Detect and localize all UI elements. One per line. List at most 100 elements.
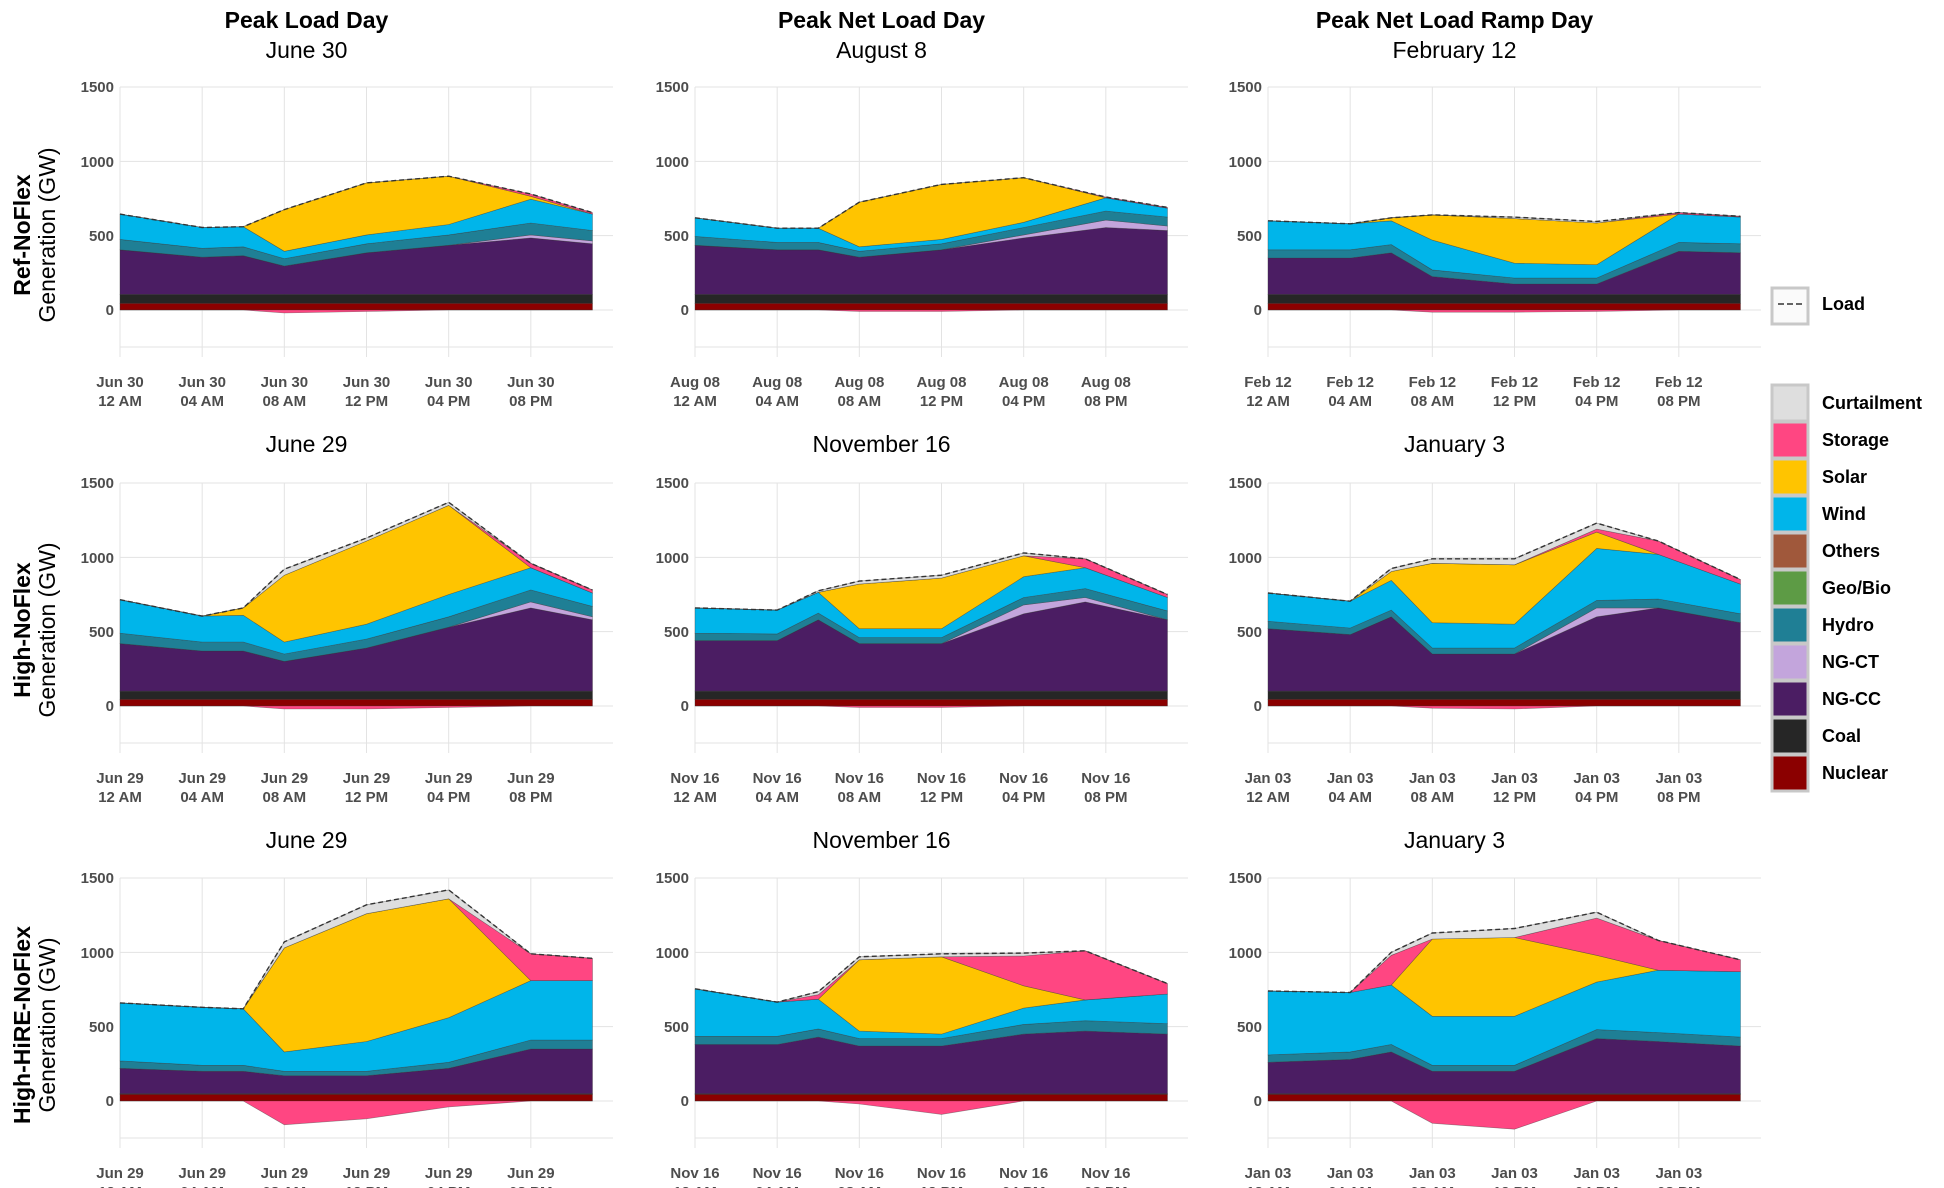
x-tick-date: Nov 16 bbox=[917, 770, 966, 787]
x-tick-date: Jun 30 bbox=[178, 374, 226, 391]
panel-date-title: August 8 bbox=[836, 37, 927, 63]
legend-key-curtailment bbox=[1770, 383, 1810, 423]
x-tick-date: Nov 16 bbox=[670, 770, 719, 787]
y-tick-label: 1000 bbox=[81, 550, 114, 567]
x-tick-time: 08 PM bbox=[1084, 789, 1127, 806]
legend-key-hydro bbox=[1770, 605, 1810, 645]
legend-label: Hydro bbox=[1822, 615, 1874, 635]
x-tick-time: 12 AM bbox=[673, 1184, 717, 1188]
y-tick-label: 1500 bbox=[81, 79, 114, 96]
x-tick-time: 04 AM bbox=[1328, 1184, 1372, 1188]
area-nuclear bbox=[694, 1094, 1168, 1102]
x-tick-time: 08 AM bbox=[263, 1184, 307, 1188]
panel-High-HiRE-NoFlex-Peak Load Day: June 29 1500 1000 500 0 Jun 29 12 AM Jun 29 04 A… bbox=[81, 827, 613, 1188]
area-nuclear bbox=[694, 699, 1168, 707]
x-tick-date: Jun 29 bbox=[178, 1165, 226, 1182]
x-tick-time: 12 AM bbox=[673, 789, 717, 806]
legend-label: Coal bbox=[1822, 726, 1861, 746]
x-tick-time: 04 AM bbox=[1328, 789, 1372, 806]
x-tick-date: Jan 03 bbox=[1655, 1165, 1702, 1182]
legend-key-ng-cc bbox=[1770, 679, 1810, 719]
load-line bbox=[1267, 911, 1741, 994]
x-tick-date: Jan 03 bbox=[1491, 770, 1538, 787]
x-tick-time: 04 AM bbox=[755, 393, 799, 410]
y-tick-label: 0 bbox=[1254, 302, 1262, 319]
x-tick-time: 04 PM bbox=[1002, 789, 1045, 806]
x-tick-time: 04 PM bbox=[1575, 393, 1618, 410]
x-tick-date: Jan 03 bbox=[1573, 1165, 1620, 1182]
x-tick-date: Aug 08 bbox=[999, 374, 1049, 391]
area-nuclear bbox=[119, 699, 593, 707]
row-label: Ref-NoFlex bbox=[9, 174, 35, 296]
x-tick-date: Jun 30 bbox=[343, 374, 391, 391]
x-tick-date: Jun 30 bbox=[507, 374, 555, 391]
load-line bbox=[119, 501, 593, 617]
x-tick-time: 12 AM bbox=[98, 393, 142, 410]
x-tick-date: Jun 29 bbox=[261, 1165, 309, 1182]
x-tick-date: Nov 16 bbox=[753, 1165, 802, 1182]
area-nuclear bbox=[1267, 303, 1741, 311]
x-tick-date: Nov 16 bbox=[999, 1165, 1048, 1182]
legend-key-geo-bio bbox=[1770, 568, 1810, 608]
x-tick-date: Jun 29 bbox=[507, 770, 555, 787]
x-tick-time: 04 AM bbox=[755, 1184, 799, 1188]
y-tick-label: 1500 bbox=[81, 475, 114, 492]
x-tick-date: Jun 29 bbox=[425, 770, 473, 787]
legend-label: Others bbox=[1822, 541, 1880, 561]
legend-load-key bbox=[1770, 286, 1810, 326]
area-storage bbox=[695, 309, 1168, 312]
area-storage bbox=[120, 309, 593, 314]
x-tick-time: 12 PM bbox=[920, 1184, 963, 1188]
y-tick-label: 1000 bbox=[656, 154, 689, 171]
x-tick-time: 08 PM bbox=[1657, 393, 1700, 410]
y-tick-label: 500 bbox=[89, 228, 114, 245]
y-tick-label: 500 bbox=[1237, 1019, 1262, 1036]
x-tick-time: 08 PM bbox=[509, 393, 552, 410]
area-storage bbox=[120, 705, 593, 710]
x-tick-time: 12 AM bbox=[1246, 789, 1290, 806]
y-tick-label: 500 bbox=[1237, 228, 1262, 245]
x-tick-time: 08 PM bbox=[1657, 1184, 1700, 1188]
x-tick-date: Jun 29 bbox=[507, 1165, 555, 1182]
y-tick-label: 1500 bbox=[1229, 475, 1262, 492]
x-tick-time: 08 AM bbox=[1411, 1184, 1455, 1188]
x-tick-time: 12 PM bbox=[1493, 393, 1536, 410]
legend-key-nuclear bbox=[1770, 753, 1810, 793]
x-tick-time: 04 AM bbox=[180, 1184, 224, 1188]
panel-date-title: June 29 bbox=[266, 827, 348, 853]
y-tick-label: 1500 bbox=[656, 79, 689, 96]
area-coal bbox=[1267, 294, 1741, 304]
y-axis-label: Generation (GW) bbox=[34, 937, 60, 1112]
x-tick-date: Jun 30 bbox=[261, 374, 309, 391]
x-tick-time: 08 AM bbox=[838, 1184, 882, 1188]
x-tick-date: Nov 16 bbox=[917, 1165, 966, 1182]
x-tick-time: 12 AM bbox=[98, 789, 142, 806]
y-tick-label: 1500 bbox=[1229, 79, 1262, 96]
x-tick-date: Nov 16 bbox=[753, 770, 802, 787]
x-tick-date: Jun 29 bbox=[178, 770, 226, 787]
y-tick-label: 500 bbox=[664, 624, 689, 641]
y-tick-label: 1000 bbox=[1229, 550, 1262, 567]
load-line bbox=[1267, 211, 1741, 225]
panel-High-NoFlex-Peak Load Day: June 29 1500 1000 500 0 Jun 29 12 AM Jun 29 04 A… bbox=[81, 431, 613, 806]
x-tick-time: 12 PM bbox=[345, 393, 388, 410]
x-tick-time: 12 PM bbox=[345, 789, 388, 806]
x-tick-time: 12 AM bbox=[1246, 1184, 1290, 1188]
x-tick-time: 08 AM bbox=[838, 393, 882, 410]
column-heading: Peak Load Day bbox=[225, 7, 389, 33]
x-tick-date: Aug 08 bbox=[834, 374, 884, 391]
x-tick-date: Jun 30 bbox=[425, 374, 473, 391]
x-tick-date: Jan 03 bbox=[1409, 1165, 1456, 1182]
legend-label: NG-CT bbox=[1822, 652, 1879, 672]
legend-key-solar bbox=[1770, 457, 1810, 497]
x-tick-date: Nov 16 bbox=[835, 1165, 884, 1182]
panel-date-title: June 29 bbox=[266, 431, 348, 457]
area-curtailment bbox=[119, 889, 593, 1010]
x-tick-time: 04 AM bbox=[1328, 393, 1372, 410]
x-tick-time: 08 PM bbox=[1657, 789, 1700, 806]
x-tick-date: Feb 12 bbox=[1326, 374, 1374, 391]
area-nuclear bbox=[119, 1094, 593, 1102]
x-tick-time: 04 PM bbox=[427, 393, 470, 410]
panel-Ref-NoFlex-Peak Load Day: Peak Load Day June 30 1500 1000 500 0 Jun 30 12… bbox=[81, 7, 613, 410]
panel-date-title: June 30 bbox=[266, 37, 348, 63]
